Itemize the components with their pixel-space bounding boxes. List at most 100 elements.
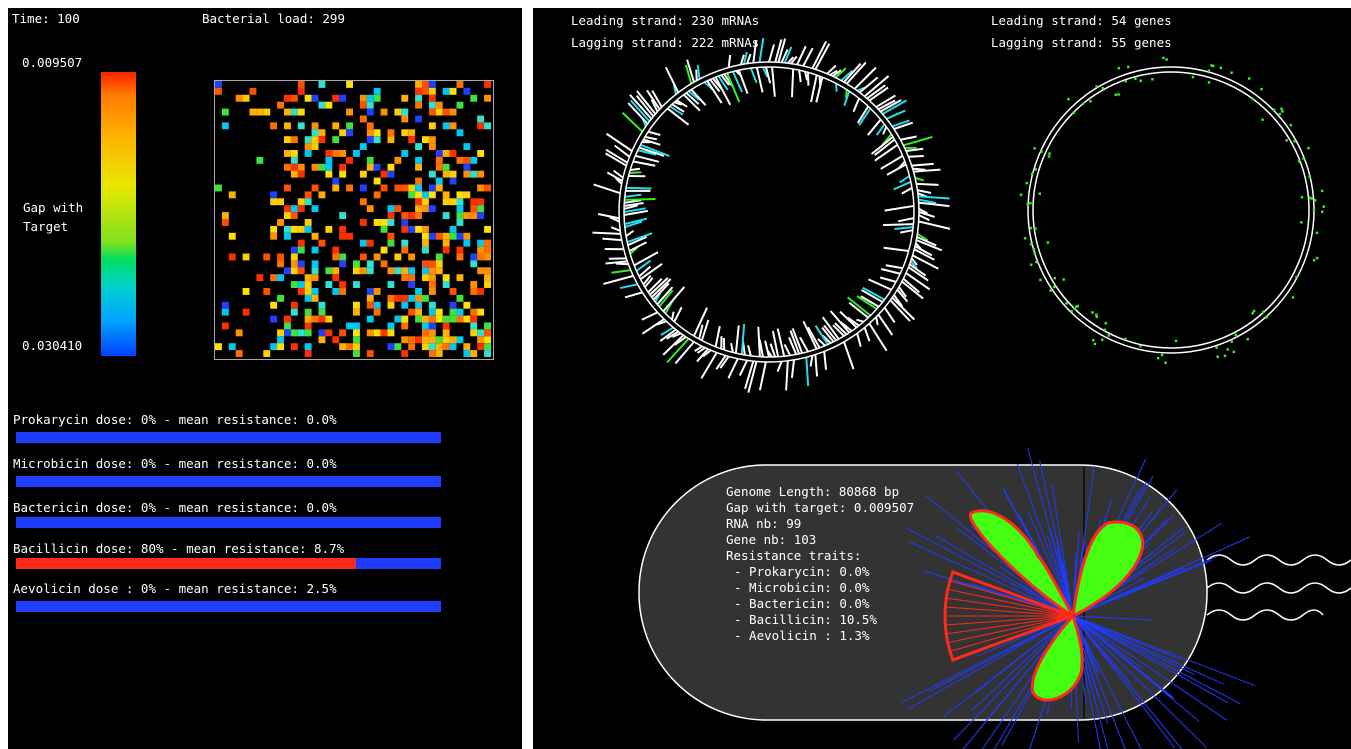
gene-mark — [1246, 337, 1249, 341]
grid-cell — [263, 350, 271, 357]
grid-cell — [435, 163, 443, 171]
grid-cell — [304, 281, 312, 288]
antibiotic-bar-prokarycin — [16, 432, 441, 443]
protein-ray — [1062, 562, 1074, 617]
grid-cell — [359, 239, 367, 247]
mrna-mark — [776, 328, 786, 357]
grid-cell — [332, 94, 340, 102]
mrna-mark — [605, 152, 627, 167]
grid-cell — [428, 343, 436, 351]
mrna-mark — [647, 130, 661, 136]
mrna-mark — [747, 344, 752, 357]
grid-cell — [290, 281, 298, 288]
grid-cell — [442, 212, 450, 219]
grid-cell — [318, 136, 326, 144]
grid-cell — [359, 115, 367, 123]
grid-cell — [422, 260, 429, 268]
grid-cell — [477, 246, 485, 254]
gene-mark — [1107, 334, 1111, 337]
grid-cell — [477, 288, 485, 295]
mrna-mark — [798, 70, 802, 83]
grid-cell — [401, 115, 409, 123]
mrna-mark — [686, 59, 695, 83]
mrna-mark — [632, 160, 656, 167]
mrna-mark — [709, 78, 721, 93]
grid-cell — [484, 322, 491, 330]
grid-cell — [435, 156, 443, 164]
mrna-mark — [856, 295, 878, 310]
protein-ray — [1072, 615, 1176, 749]
mrna-mark — [832, 69, 842, 78]
mrna-mark — [853, 66, 877, 90]
mrna-mark — [870, 136, 894, 155]
grid-cell — [277, 101, 284, 109]
gene-mark — [1029, 243, 1033, 246]
mrna-mark — [811, 41, 828, 69]
grid-cell — [394, 253, 402, 261]
grid-cell — [477, 212, 485, 219]
mrna-mark — [614, 144, 631, 158]
gene-mark — [1032, 248, 1036, 251]
mrna-mark — [647, 277, 663, 293]
mrna-mark — [593, 183, 621, 195]
gene-mark — [1100, 338, 1104, 342]
mrna-mark — [891, 119, 910, 128]
mrna-mark — [640, 143, 670, 157]
grid-cell — [415, 205, 422, 213]
grid-cell — [290, 136, 298, 144]
grid-cell — [325, 315, 333, 323]
grid-cell — [304, 150, 312, 157]
protein-ray — [1051, 483, 1074, 617]
grid-cell — [415, 163, 422, 171]
gene-mark — [1315, 256, 1319, 260]
grid-cell — [449, 301, 457, 309]
protein-ray — [1016, 463, 1074, 617]
grid-cell — [346, 322, 353, 330]
gene-mark — [1095, 315, 1099, 319]
antibiotic-label-microbicin: Microbicin dose: 0% - mean resistance: 0… — [13, 456, 337, 471]
mrna-mark — [881, 268, 901, 275]
mrna-mark — [609, 216, 620, 223]
grid-cell — [463, 212, 471, 219]
mrna-mark — [633, 251, 659, 267]
gene-mark — [1265, 315, 1269, 319]
grid-cell — [435, 184, 443, 192]
mrna-mark — [918, 201, 950, 208]
grid-cell — [401, 246, 409, 254]
mrna-mark — [746, 53, 752, 64]
grid-cell — [449, 343, 457, 351]
mrna-mark — [758, 361, 767, 391]
grid-cell — [339, 232, 347, 240]
grid-cell — [428, 108, 436, 116]
mrna-mark — [859, 76, 879, 94]
gene-mark — [1040, 150, 1043, 153]
antibiotic-bar-bactericin — [16, 517, 441, 528]
grid-cell — [408, 253, 416, 261]
grid-cell — [380, 246, 388, 254]
grid-cell — [422, 343, 429, 351]
grid-cell — [422, 322, 429, 330]
protein-ray — [1072, 615, 1256, 687]
mrna-mark — [901, 186, 913, 195]
grid-cell — [401, 350, 409, 357]
grid-cell — [463, 143, 471, 150]
gene-mark — [1034, 227, 1037, 230]
gene-mark — [1320, 189, 1324, 193]
mrna-mark — [846, 316, 860, 327]
cell-detail-panel: Leading strand: 230 mRNAs Lagging strand… — [533, 8, 1351, 749]
gene-mark — [1174, 339, 1178, 343]
grid-cell — [284, 212, 291, 219]
gene-mark — [1101, 86, 1105, 90]
grid-cell — [415, 143, 422, 150]
grid-cell — [304, 191, 312, 199]
grid-cell — [353, 322, 360, 330]
mrna-genome-inner-ring — [623, 66, 915, 358]
grid-cell — [408, 308, 416, 316]
grid-cell — [408, 212, 416, 219]
grid-cell — [353, 343, 360, 351]
grid-cell — [373, 87, 381, 95]
grid-cell — [428, 81, 436, 88]
grid-cell — [290, 301, 298, 309]
grid-cell — [408, 281, 416, 288]
gene-mark — [1207, 69, 1211, 73]
